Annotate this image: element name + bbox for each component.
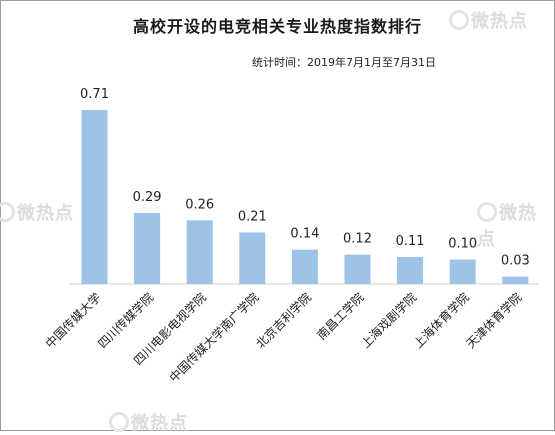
- value-label-0: 0.71: [80, 87, 109, 102]
- value-label-3: 0.21: [238, 210, 267, 225]
- bar-2: [186, 220, 213, 284]
- value-label-5: 0.12: [343, 232, 372, 247]
- bar-8: [502, 276, 529, 284]
- value-labels-group: 0.71 0.29 0.26 0.21 0.14 0.12 0.11 0.10 0.03: [80, 87, 530, 269]
- category-label-3: 中国传媒大学南广学院: [166, 290, 261, 385]
- category-label-0: 中国传媒大学: [42, 290, 104, 352]
- chart-title: 高校开设的电竞相关专业热度指数排行: [132, 17, 422, 36]
- chart-subtitle: 统计时间：2019年7月1月至7月31日: [252, 56, 436, 69]
- value-label-2: 0.26: [185, 197, 214, 212]
- category-label-6: 上海戏剧学院: [358, 290, 420, 352]
- bar-4: [291, 249, 318, 284]
- category-label-5: 南昌工学院: [314, 290, 367, 343]
- value-label-8: 0.03: [501, 254, 530, 269]
- category-label-4: 北京吉利学院: [252, 290, 314, 352]
- bar-0: [81, 110, 108, 284]
- value-label-6: 0.11: [396, 234, 425, 249]
- bars-group: [81, 110, 529, 284]
- value-label-4: 0.14: [290, 227, 319, 242]
- watermark-logo: 微热点: [477, 202, 537, 250]
- bar-6: [397, 257, 424, 284]
- category-label-7: 上海体育学院: [410, 290, 472, 352]
- category-label-8: 天津体育学院: [463, 290, 525, 352]
- watermark-logo: 微热点: [449, 7, 528, 33]
- bar-7: [449, 259, 476, 284]
- value-label-7: 0.10: [448, 237, 477, 252]
- bar-3: [239, 232, 266, 284]
- watermark-logo: 微热点: [0, 199, 74, 225]
- value-label-1: 0.29: [133, 190, 162, 205]
- bar-5: [344, 254, 371, 284]
- bar-1: [134, 212, 161, 284]
